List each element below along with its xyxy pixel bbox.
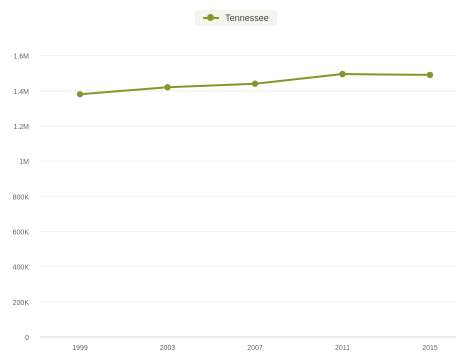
y-tick-label: 0 (25, 335, 29, 342)
data-point[interactable] (339, 70, 346, 78)
y-tick-label: 600K (13, 229, 30, 236)
y-tick-label: 800K (13, 194, 30, 201)
legend-item-tennessee[interactable]: Tennessee (195, 10, 277, 26)
data-point[interactable] (76, 91, 84, 98)
y-tick-label: 1M (19, 159, 29, 166)
y-tick-label: 1.4M (13, 89, 29, 96)
y-tick-label: 1.6M (13, 54, 29, 61)
y-tick-label: 1.2M (13, 124, 29, 131)
y-tick-label: 400K (13, 265, 30, 272)
x-tick-label: 1999 (72, 345, 88, 352)
data-point[interactable] (164, 84, 171, 91)
data-point[interactable] (251, 80, 259, 87)
legend-label: Tennessee (225, 13, 269, 23)
legend: Tennessee (0, 10, 472, 26)
x-tick-label: 2011 (335, 345, 350, 352)
data-point[interactable] (426, 71, 434, 79)
x-tick-label: 2015 (422, 345, 438, 352)
x-tick-label: 2003 (160, 345, 176, 352)
legend-marker-icon (203, 13, 220, 23)
x-tick-label: 2007 (247, 345, 263, 352)
y-tick-label: 200K (13, 300, 30, 307)
legend-dot (207, 14, 215, 21)
